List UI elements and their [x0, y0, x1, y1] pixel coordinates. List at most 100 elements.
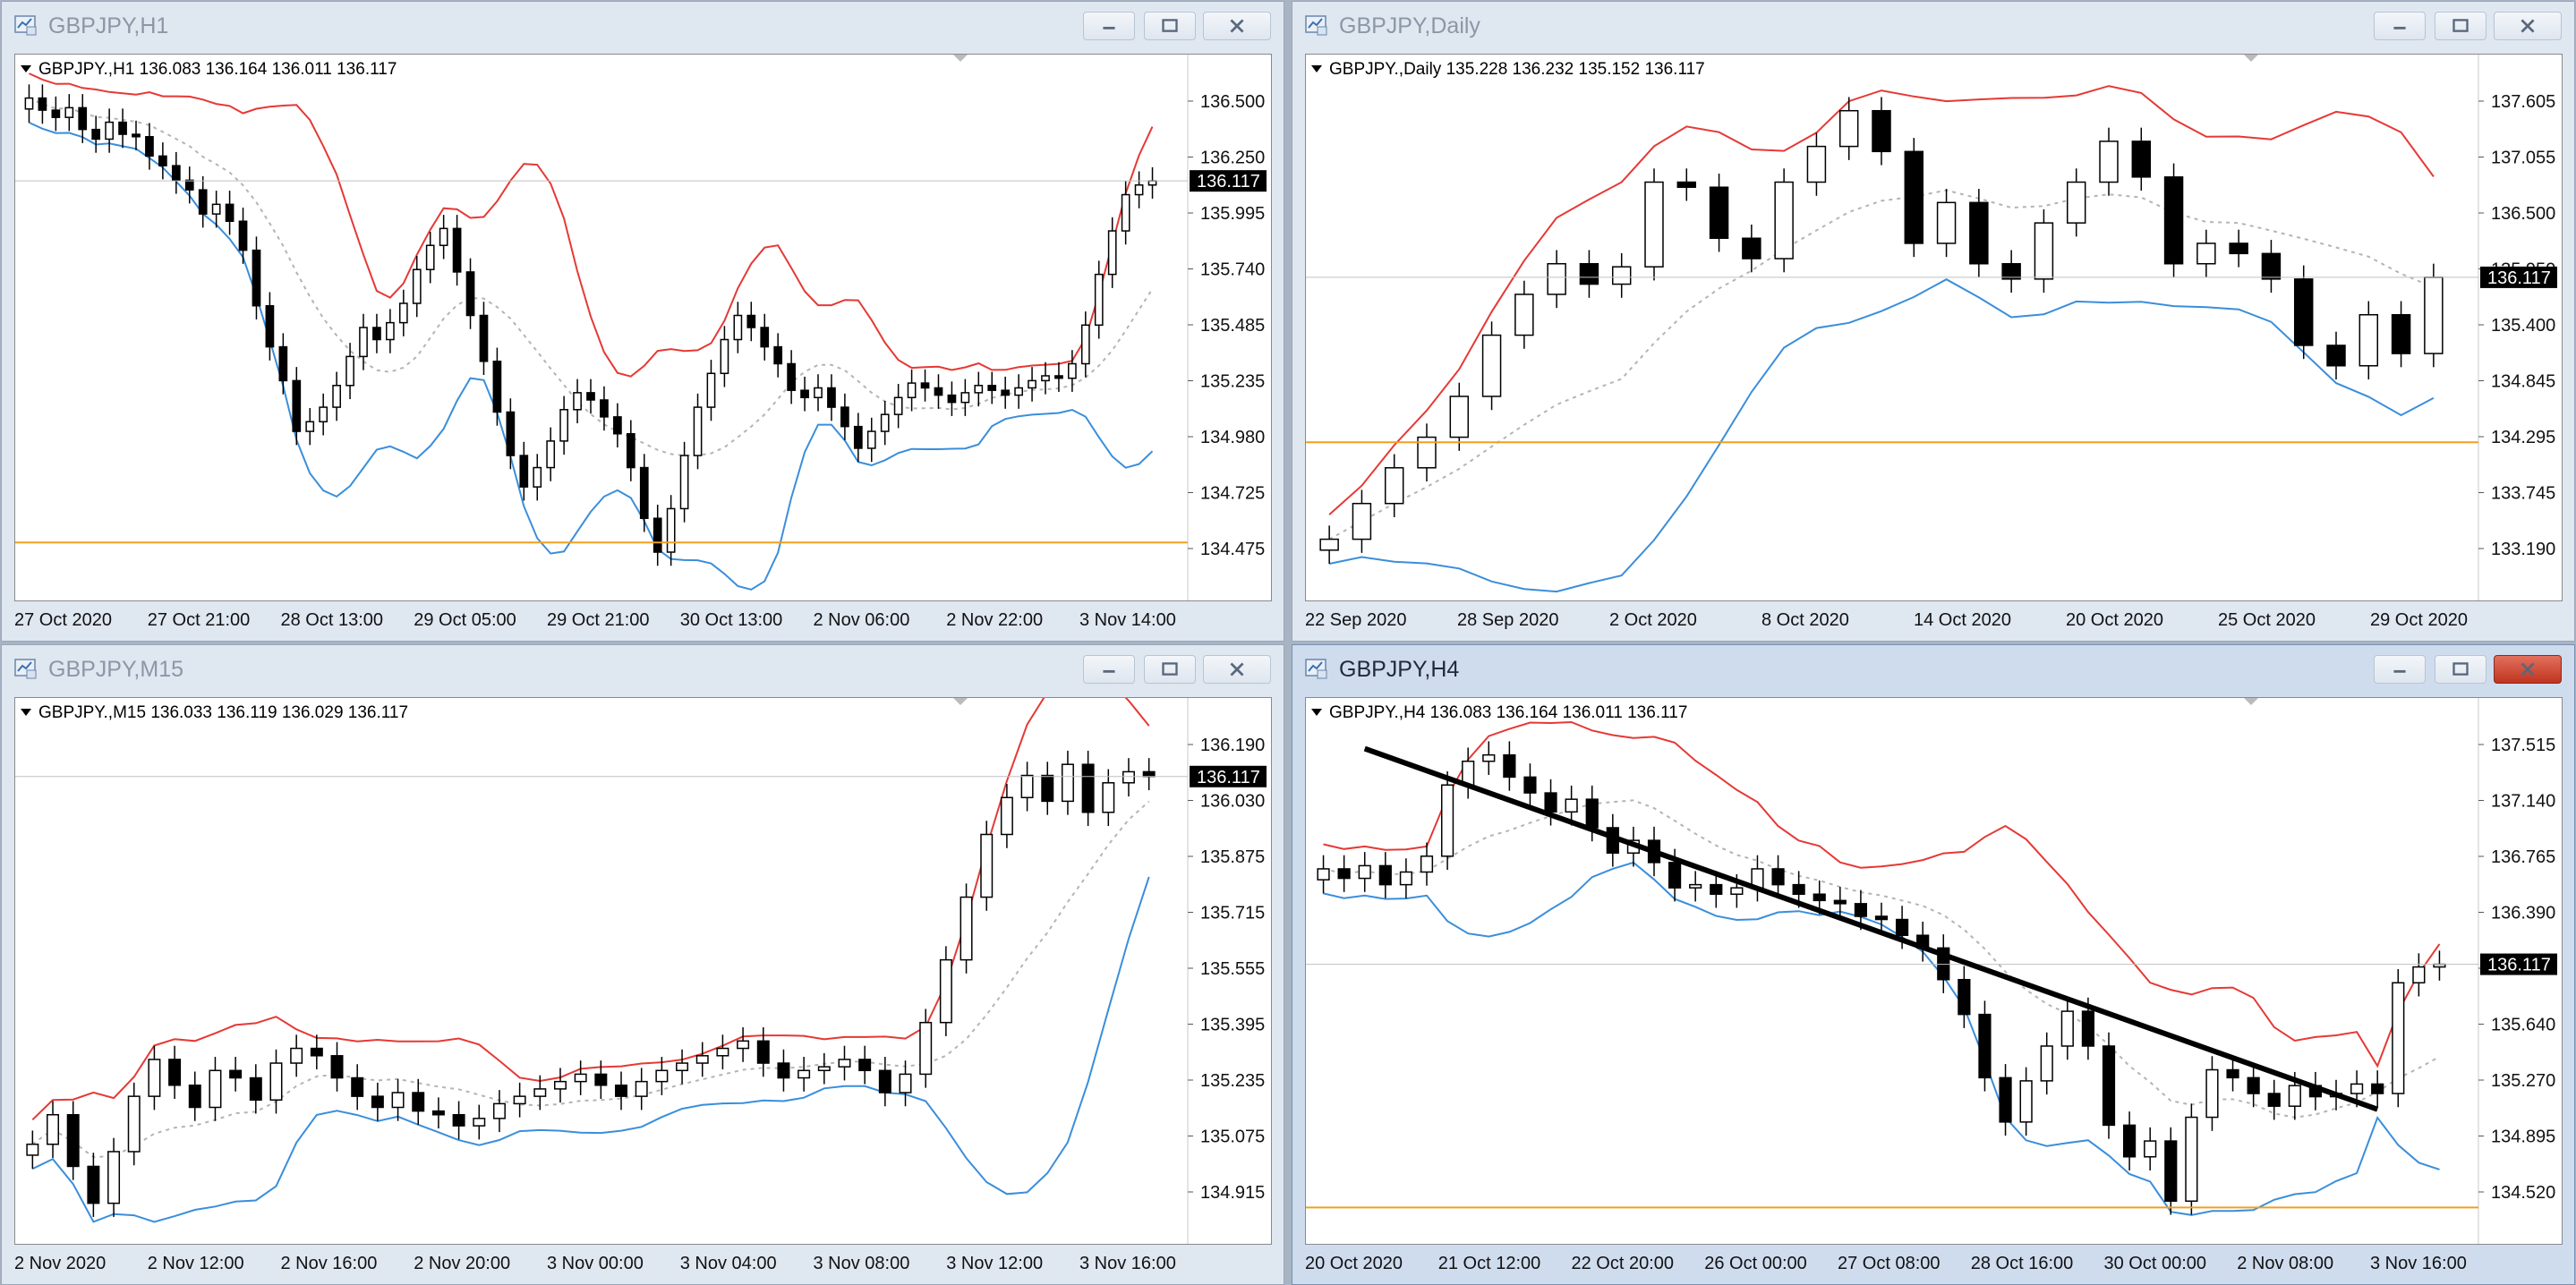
window-titlebar[interactable]: GBPJPY,H4	[1292, 645, 2574, 692]
maximize-button[interactable]	[1144, 655, 1196, 684]
chart-shift-marker[interactable]	[953, 55, 968, 62]
candle	[2433, 950, 2446, 981]
candle	[24, 84, 34, 123]
candle	[878, 1057, 891, 1107]
price-axis-label: 135.075	[1200, 1128, 1265, 1147]
candle	[980, 821, 994, 911]
candle	[2122, 1111, 2137, 1171]
time-axis-label: 8 Oct 2020	[1761, 610, 1849, 630]
candle	[1958, 966, 1971, 1028]
candle	[1676, 168, 1697, 201]
candle	[695, 1042, 709, 1077]
candle	[594, 1060, 608, 1100]
triangle-down-icon[interactable]	[1311, 709, 1322, 716]
price-axis-label: 136.250	[1200, 149, 1265, 168]
svg-text:136.117: 136.117	[1197, 768, 1260, 787]
candle	[2205, 1056, 2219, 1131]
candle	[1014, 374, 1023, 409]
candle	[412, 1078, 425, 1125]
time-axis-label: 25 Oct 2020	[2218, 610, 2316, 630]
chart-window-icon	[1305, 659, 1327, 679]
minimize-button[interactable]	[1083, 655, 1135, 684]
candle	[2229, 229, 2248, 268]
triangle-down-icon[interactable]	[21, 65, 31, 72]
triangle-down-icon[interactable]	[1311, 65, 1322, 72]
candle	[1751, 855, 1764, 902]
close-button[interactable]	[2494, 655, 2562, 684]
window-titlebar[interactable]: GBPJPY,H1	[2, 2, 1284, 48]
middle-band-line	[1328, 189, 2435, 540]
candle	[960, 379, 970, 416]
candle	[773, 333, 783, 378]
candle	[1937, 934, 1950, 993]
window-titlebar[interactable]: GBPJPY,Daily	[1292, 2, 2574, 48]
window-titlebar[interactable]: GBPJPY,M15	[2, 645, 1284, 692]
chart-window-h4[interactable]: GBPJPY,H4 137.515 137.140 136.765 136.390 13…	[1292, 644, 2575, 1285]
candle	[1481, 321, 1502, 411]
candle	[1068, 350, 1077, 392]
candle	[559, 396, 568, 455]
candle	[198, 175, 208, 228]
price-axis-label: 135.640	[2491, 1016, 2555, 1035]
candle	[814, 374, 823, 412]
upper-band-line	[29, 72, 1154, 378]
candle	[132, 120, 141, 151]
candle	[2066, 168, 2086, 237]
candle	[756, 1027, 770, 1077]
maximize-button[interactable]	[2435, 655, 2486, 684]
chart-shift-marker[interactable]	[953, 698, 968, 705]
price-axis-label: 134.725	[1200, 484, 1265, 504]
minimize-button[interactable]	[2374, 655, 2426, 684]
time-axis-label: 2 Nov 06:00	[813, 610, 910, 630]
lower-band-line	[29, 122, 1154, 591]
maximize-button[interactable]	[1144, 12, 1196, 40]
candle	[737, 1027, 750, 1062]
candle	[798, 1057, 811, 1092]
minimize-button[interactable]	[2374, 12, 2426, 40]
candle	[853, 413, 863, 463]
candle	[1449, 382, 1470, 451]
minimize-button[interactable]	[1083, 12, 1135, 40]
candle	[2261, 240, 2282, 294]
candle	[105, 108, 114, 153]
chart-plot-area[interactable]: 136.190 136.030 135.875 135.715 135.555 135.3…	[14, 697, 1272, 1245]
candle	[1611, 252, 1632, 298]
chart-window-daily[interactable]: GBPJPY,Daily 137.605137.055136.500135.95…	[1292, 1, 2575, 642]
chart-shift-marker[interactable]	[2244, 55, 2258, 62]
window-title: GBPJPY,M15	[48, 657, 184, 682]
close-button[interactable]	[2494, 12, 2562, 40]
candle	[907, 369, 917, 412]
chart-plot-area[interactable]: 137.515137.140136.765136.390136.015135.6…	[1305, 697, 2563, 1245]
candle	[838, 1045, 851, 1081]
svg-text:136.117: 136.117	[2487, 268, 2551, 288]
chart-window-h1[interactable]: GBPJPY,H1 136.500 136.250 135.995 135.740 13…	[1, 1, 1284, 642]
candle	[2060, 997, 2074, 1060]
time-axis-label: 3 Nov 14:00	[1079, 610, 1176, 630]
time-axis-label: 29 Oct 2020	[2370, 610, 2468, 630]
candle	[1384, 454, 1404, 517]
current-price-tag: 136.117	[2480, 953, 2557, 975]
middle-band-line	[31, 800, 1150, 1159]
candle	[479, 302, 489, 376]
close-button[interactable]	[1203, 12, 1271, 40]
candle	[2424, 263, 2444, 368]
candle	[78, 94, 88, 143]
time-axis-label: 2 Nov 08:00	[2237, 1254, 2334, 1273]
chart-plot-area[interactable]: 136.500 136.250 135.995 135.740 135.485 135.2…	[14, 54, 1272, 601]
time-axis-label: 30 Oct 13:00	[679, 610, 783, 630]
chart-window-m15[interactable]: GBPJPY,M15 136.190 136.030 135.875 135.715 1…	[1, 644, 1284, 1285]
candle	[2164, 1127, 2178, 1215]
trendline[interactable]	[1363, 745, 2379, 1112]
chart-plot-area[interactable]: 137.605137.055136.500135.950135.400134.8…	[1305, 54, 2563, 601]
chart-shift-marker[interactable]	[2244, 698, 2258, 705]
time-axis-label: 14 Oct 2020	[1914, 610, 2011, 630]
candle	[188, 1071, 201, 1121]
candle	[787, 350, 796, 404]
maximize-button[interactable]	[2435, 12, 2486, 40]
candle	[359, 313, 368, 370]
close-button[interactable]	[1203, 655, 1271, 684]
candle	[209, 1057, 222, 1121]
time-axis-label: 3 Nov 16:00	[2370, 1254, 2467, 1273]
price-axis-label: 137.055	[2491, 149, 2555, 168]
triangle-down-icon[interactable]	[21, 709, 31, 716]
